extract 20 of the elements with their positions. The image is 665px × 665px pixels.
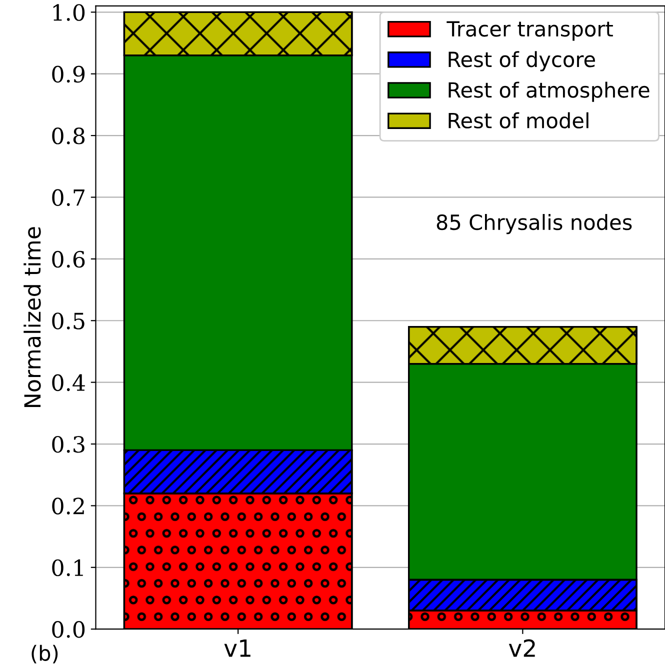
x-tick-label: v1: [224, 640, 250, 657]
legend-label: Rest of dycore: [448, 51, 595, 72]
legend-label: Rest of model: [448, 112, 588, 128]
y-tick-label: 0.4: [52, 374, 85, 392]
text: (b): [32, 644, 58, 664]
y-tick-label: 0.0: [52, 621, 85, 638]
y-tick-label: 0.1: [52, 559, 83, 576]
y-tick-label: 0.5: [52, 312, 84, 330]
y-tick-label: 0.7: [52, 189, 84, 206]
legend-label: Rest of atmosphere: [448, 82, 650, 102]
y-axis-title: Normalized time: [24, 227, 41, 408]
y-tick-label: 1.0: [53, 4, 85, 21]
y-tick-label: 0.9: [52, 66, 85, 83]
legend-label: Tracer transport: [446, 21, 613, 41]
annotation: 85 Chrysalis nodes: [436, 214, 632, 234]
x-tick-label: v2: [508, 639, 535, 657]
y-tick-label: 0.8: [52, 127, 85, 144]
y-tick-label: 0.2: [52, 498, 84, 514]
y-tick-label: 0.6: [52, 250, 85, 268]
y-tick-label: 0.3: [52, 436, 84, 453]
